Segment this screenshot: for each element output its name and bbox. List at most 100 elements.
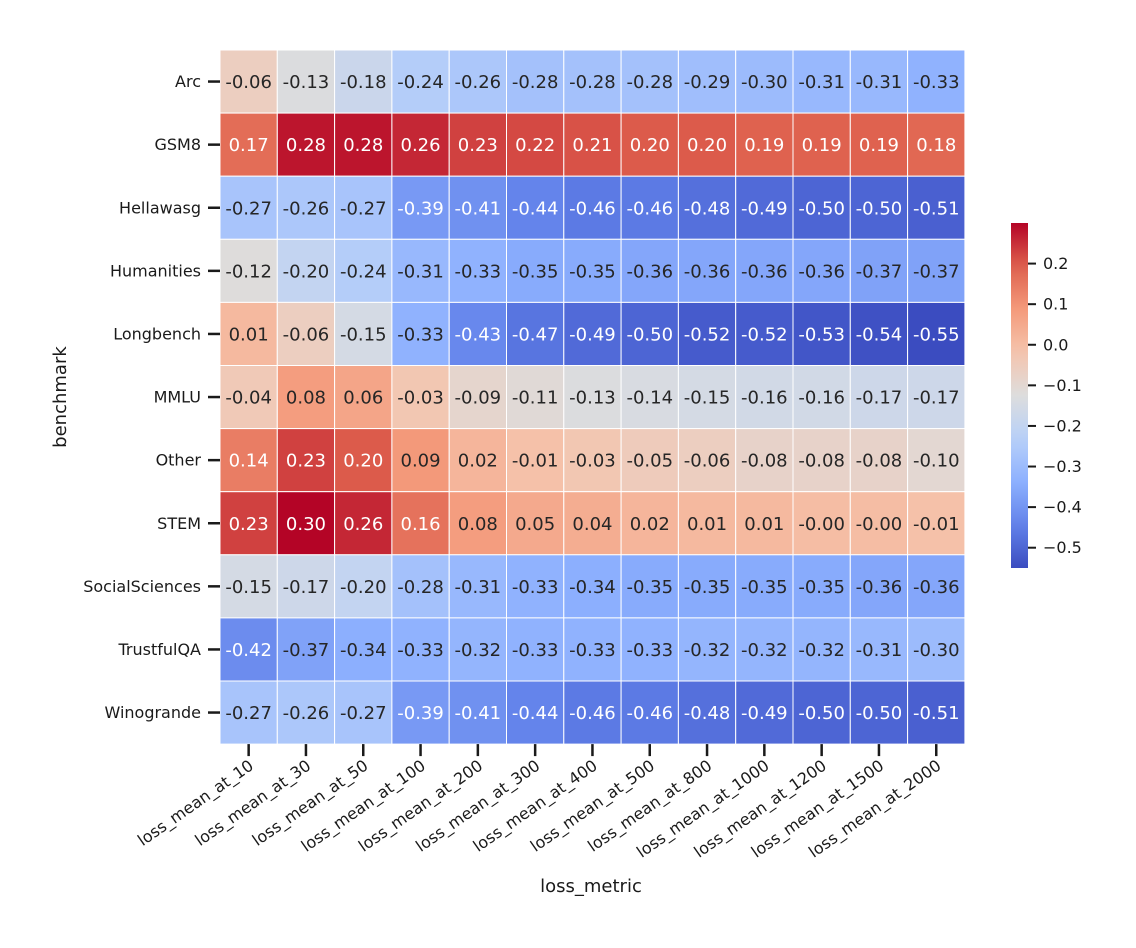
cell-value-label: -0.50 <box>798 703 845 724</box>
heatmap-cell <box>677 301 737 366</box>
heatmap-cell <box>334 238 393 303</box>
heatmap-cell <box>276 49 336 114</box>
cell-value-label: -0.15 <box>684 388 731 409</box>
heatmap-cell <box>506 112 565 177</box>
y-axis: Arc GSM8 Hellawasg Humanities Longbench MMLU O… <box>83 72 220 722</box>
heatmap-cell <box>677 365 737 430</box>
heatmap-cell <box>506 554 565 619</box>
heatmap-cell <box>276 680 336 745</box>
heatmap-cell <box>735 428 794 493</box>
cell-value-label: 0.02 <box>458 451 498 472</box>
heatmap-cell <box>448 617 508 682</box>
colorbar-tick-label: −0.3 <box>1043 457 1082 476</box>
heatmap-cell <box>677 112 737 177</box>
heatmap-cell <box>276 175 336 240</box>
cell-value-label: -0.47 <box>512 324 559 345</box>
heatmap-cell <box>334 617 393 682</box>
cell-value-label: -0.16 <box>741 388 788 409</box>
heatmap-cell <box>391 491 450 556</box>
y-tick-label: MMLU <box>154 388 201 407</box>
cell-value-label: -0.33 <box>397 640 444 661</box>
heatmap-cell <box>391 365 450 430</box>
cell-value-label: -0.36 <box>913 577 960 598</box>
cell-value-label: 0.28 <box>286 135 326 156</box>
cell-value-label: 0.20 <box>343 451 383 472</box>
cell-value-label: -0.44 <box>512 198 559 219</box>
cell-value-label: -0.09 <box>455 388 502 409</box>
cell-value-label: -0.29 <box>684 72 731 93</box>
cell-value-label: -0.00 <box>798 514 845 535</box>
heatmap-cell <box>506 238 565 303</box>
heatmap-cell <box>219 365 278 430</box>
heatmap-cell <box>276 365 336 430</box>
heatmap-cell <box>849 365 909 430</box>
cell-value-label: -0.49 <box>569 324 616 345</box>
cell-value-label: -0.04 <box>225 388 272 409</box>
cell-value-label: -0.33 <box>455 261 502 282</box>
heatmap-cell <box>792 428 851 493</box>
cell-value-label: 0.19 <box>859 135 899 156</box>
heatmap-cell <box>907 617 966 682</box>
cell-value-label: -0.13 <box>283 72 330 93</box>
heatmap-cell <box>506 49 565 114</box>
heatmap-cell <box>219 112 278 177</box>
heatmap-cell <box>334 554 393 619</box>
x-axis: loss_mean_at_10loss_mean_at_30loss_mean_… <box>134 744 945 862</box>
cell-value-label: -0.35 <box>569 261 616 282</box>
heatmap-cell <box>563 365 622 430</box>
cell-value-label: -0.13 <box>569 388 616 409</box>
cell-value-label: -0.32 <box>455 640 502 661</box>
heatmap-cell <box>849 49 909 114</box>
cell-value-label: -0.30 <box>913 640 960 661</box>
cell-value-label: -0.12 <box>225 261 272 282</box>
cell-value-label: -0.36 <box>798 261 845 282</box>
cell-value-label: -0.50 <box>856 198 903 219</box>
cell-value-label: -0.20 <box>283 261 330 282</box>
cell-value-label: -0.03 <box>569 451 616 472</box>
heatmap-cell <box>849 680 909 745</box>
cell-value-label: -0.48 <box>684 198 731 219</box>
heatmap-cell <box>735 238 794 303</box>
x-axis-title: loss_metric <box>540 876 642 897</box>
cell-value-label: -0.35 <box>798 577 845 598</box>
heatmap-cell <box>334 112 393 177</box>
cell-value-label: 0.20 <box>687 135 727 156</box>
cell-value-label: -0.17 <box>856 388 903 409</box>
heatmap-cell <box>792 238 851 303</box>
cell-value-label: -0.34 <box>569 577 616 598</box>
cell-value-label: -0.28 <box>512 72 559 93</box>
cell-value-label: -0.51 <box>913 198 960 219</box>
cell-value-label: -0.33 <box>512 577 559 598</box>
heatmap-cell <box>735 49 794 114</box>
cell-value-label: -0.14 <box>626 388 673 409</box>
heatmap-cell <box>563 617 622 682</box>
cell-value-label: -0.26 <box>283 198 330 219</box>
heatmap-cell <box>735 617 794 682</box>
cell-value-label: -0.16 <box>798 388 845 409</box>
cell-value-label: -0.46 <box>626 198 673 219</box>
heatmap-cell <box>391 428 450 493</box>
colorbar-tick-label: −0.5 <box>1043 538 1082 557</box>
heatmap-cell <box>620 238 679 303</box>
heatmap-cell <box>735 175 794 240</box>
colorbar-tick-label: −0.4 <box>1043 498 1082 517</box>
cell-value-label: -0.31 <box>856 72 903 93</box>
heatmap-cell <box>907 112 966 177</box>
heatmap-cell <box>334 49 393 114</box>
cell-value-label: -0.33 <box>569 640 616 661</box>
cell-value-label: -0.50 <box>856 703 903 724</box>
cell-value-label: -0.52 <box>741 324 788 345</box>
cell-value-label: -0.08 <box>856 451 903 472</box>
heatmap-cell <box>219 617 278 682</box>
cell-value-label: 0.09 <box>401 451 441 472</box>
cell-value-label: -0.41 <box>455 703 502 724</box>
cell-value-label: -0.31 <box>856 640 903 661</box>
cell-value-label: 0.23 <box>229 514 269 535</box>
heatmap-cell <box>620 112 679 177</box>
cell-value-label: -0.42 <box>225 640 272 661</box>
heatmap-cell <box>506 428 565 493</box>
heatmap-cell <box>219 554 278 619</box>
cell-value-label: 0.17 <box>229 135 269 156</box>
cell-value-label: -0.26 <box>283 703 330 724</box>
heatmap-cell <box>792 617 851 682</box>
